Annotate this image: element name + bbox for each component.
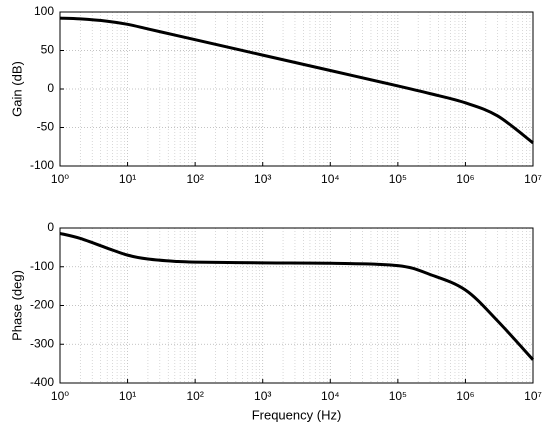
y-tick-label: 0 bbox=[47, 81, 54, 95]
x-tick-label: 10⁰ bbox=[51, 389, 69, 403]
x-tick-label: 10⁴ bbox=[321, 172, 340, 186]
y-tick-label: 100 bbox=[34, 4, 54, 18]
x-tick-label: 10³ bbox=[254, 389, 271, 403]
y-tick-label: 0 bbox=[47, 220, 54, 234]
gain-phase-curve bbox=[59, 16, 534, 145]
y-axis-label: Phase (deg) bbox=[9, 270, 24, 341]
y-tick-label: -200 bbox=[30, 298, 54, 312]
x-tick-label: 10⁵ bbox=[389, 172, 407, 186]
x-tick-label: 10⁷ bbox=[524, 172, 542, 186]
x-tick-label: 10⁰ bbox=[51, 172, 69, 186]
x-tick-label: 10⁶ bbox=[456, 389, 474, 403]
x-tick-label: 10⁶ bbox=[456, 172, 474, 186]
x-axis-label: Frequency (Hz) bbox=[252, 407, 342, 422]
gain-phase-curve bbox=[59, 231, 535, 361]
y-tick-label: -300 bbox=[30, 336, 54, 350]
x-tick-label: 10² bbox=[186, 389, 203, 403]
plot-frame bbox=[59, 227, 534, 384]
y-tick-label: -400 bbox=[30, 375, 54, 389]
plot-frame bbox=[59, 11, 534, 167]
x-tick-label: 10³ bbox=[254, 172, 271, 186]
x-tick-label: 10¹ bbox=[119, 172, 136, 186]
y-tick-label: -100 bbox=[30, 259, 54, 273]
x-tick-label: 10⁵ bbox=[389, 389, 407, 403]
y-tick-label: -100 bbox=[30, 158, 54, 172]
x-tick-label: 10¹ bbox=[119, 389, 136, 403]
x-tick-label: 10⁷ bbox=[524, 389, 542, 403]
y-tick-label: 50 bbox=[41, 43, 55, 57]
x-tick-label: 10² bbox=[186, 172, 203, 186]
y-axis-label: Gain (dB) bbox=[9, 61, 24, 117]
y-tick-label: -50 bbox=[37, 120, 55, 134]
x-tick-label: 10⁴ bbox=[321, 389, 340, 403]
